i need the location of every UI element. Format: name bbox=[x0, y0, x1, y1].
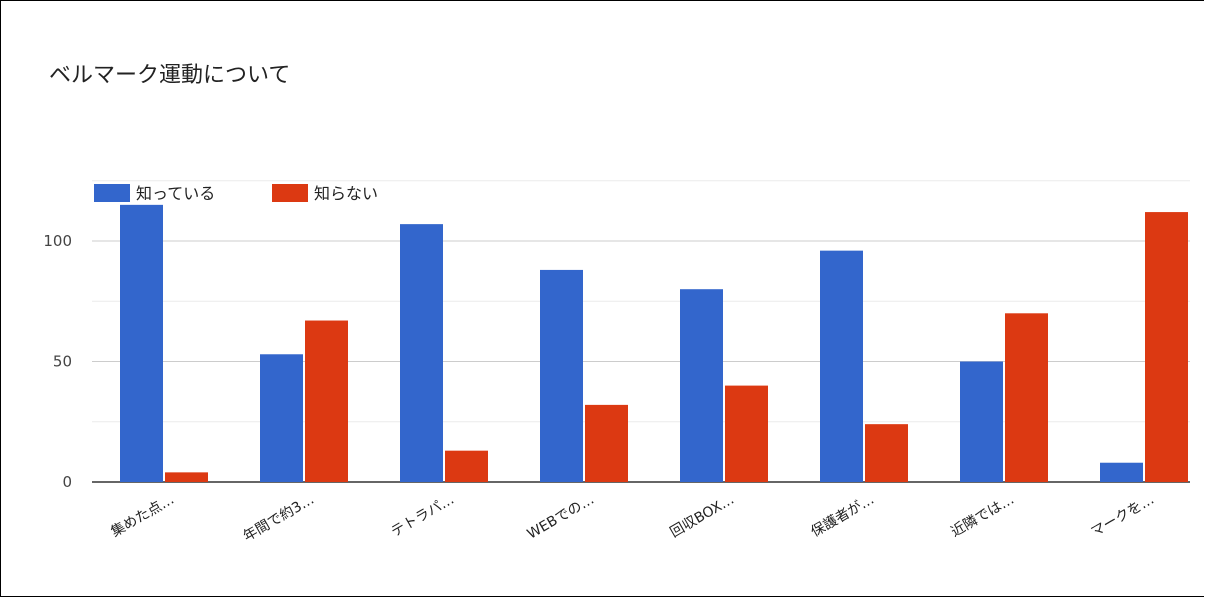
y-tick-label: 50 bbox=[53, 353, 72, 371]
x-category-label: 保護者が… bbox=[808, 492, 877, 541]
x-category-label: 年間で約3… bbox=[241, 492, 317, 545]
x-category-label: テトラパ… bbox=[388, 492, 457, 541]
legend-swatch-unknown bbox=[272, 184, 308, 202]
bar-known-1 bbox=[260, 354, 303, 482]
x-category-label: WEBでの… bbox=[525, 492, 597, 543]
x-category-label: 集めた点… bbox=[108, 491, 177, 541]
x-category-label: 近隣では… bbox=[948, 492, 1017, 541]
bar-unknown-2 bbox=[445, 450, 488, 482]
bar-known-5 bbox=[820, 250, 863, 482]
bar-unknown-3 bbox=[585, 404, 628, 482]
legend: 知っている 知らない bbox=[94, 184, 378, 203]
bar-known-6 bbox=[960, 361, 1003, 482]
y-tick-label: 100 bbox=[43, 232, 72, 250]
bars bbox=[120, 204, 1188, 482]
bar-unknown-1 bbox=[305, 320, 348, 482]
bar-unknown-5 bbox=[865, 424, 908, 482]
legend-label-known: 知っている bbox=[136, 184, 215, 203]
bar-known-4 bbox=[680, 289, 723, 482]
bar-unknown-4 bbox=[725, 385, 768, 482]
bar-known-7 bbox=[1100, 462, 1143, 482]
bar-unknown-7 bbox=[1145, 212, 1188, 482]
y-axis-ticks: 0 50 100 bbox=[43, 232, 72, 491]
bar-unknown-6 bbox=[1005, 313, 1048, 482]
y-tick-label: 0 bbox=[62, 473, 72, 491]
x-category-label: 回収BOX… bbox=[667, 492, 737, 541]
legend-label-unknown: 知らない bbox=[314, 184, 378, 203]
bar-known-3 bbox=[540, 269, 583, 482]
bar-known-0 bbox=[120, 204, 163, 482]
chart-title: ベルマーク運動について bbox=[49, 63, 291, 88]
x-axis-ticks: 集めた点… 年間で約3… テトラパ… WEBでの… 回収BOX… 保護者が… 近隣では… マー… bbox=[108, 491, 1157, 545]
x-category-label: マークを… bbox=[1088, 492, 1157, 541]
legend-swatch-known bbox=[94, 184, 130, 202]
bar-unknown-0 bbox=[165, 472, 208, 482]
bar-known-2 bbox=[400, 224, 443, 482]
